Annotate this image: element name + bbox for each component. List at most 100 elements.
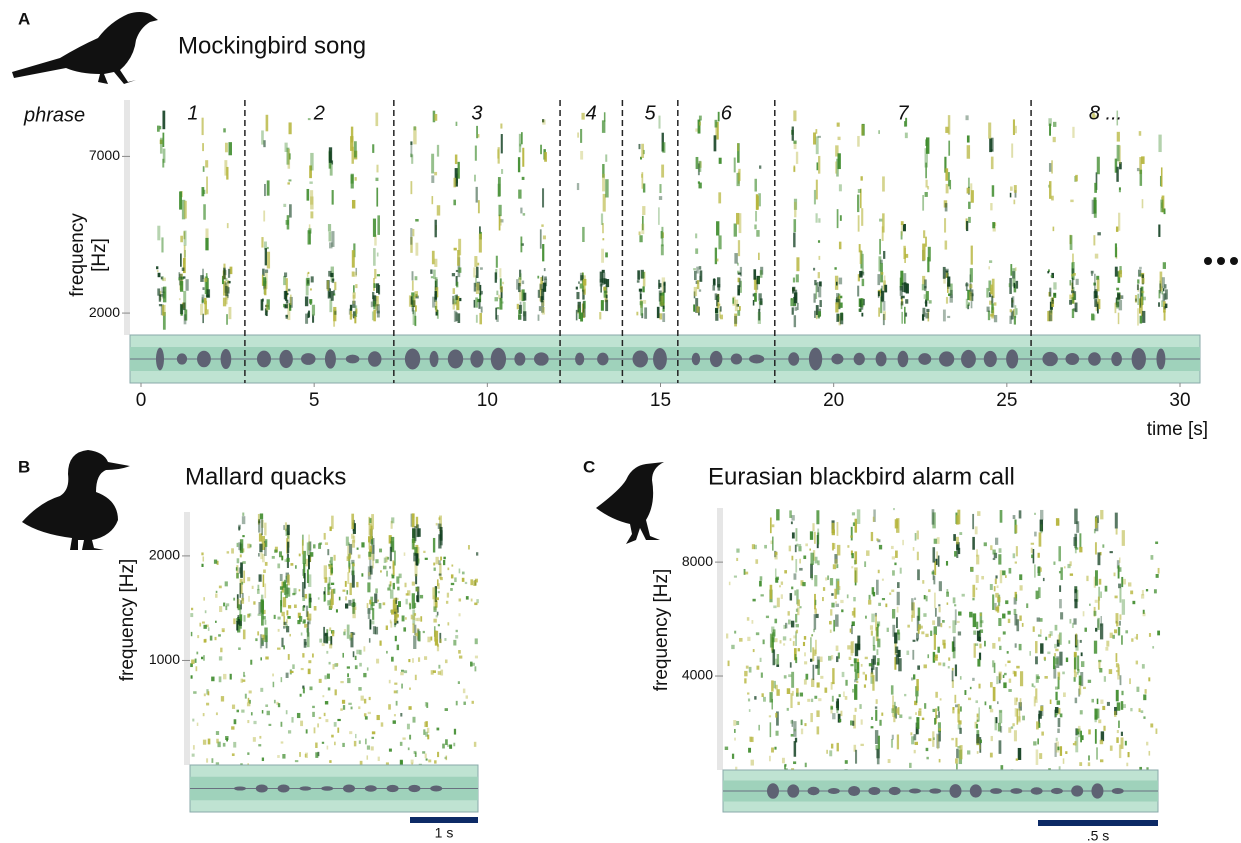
spectrogram-texture (902, 540, 904, 545)
spectrogram-texture (162, 305, 164, 316)
spectrogram-texture (274, 615, 276, 619)
spectrogram-texture (734, 158, 736, 173)
spectrogram-texture (1075, 698, 1077, 704)
spectrogram-texture (279, 551, 282, 557)
spectrogram-texture (1053, 137, 1056, 142)
spectrogram-texture (307, 280, 309, 284)
spectrogram-texture (878, 570, 880, 573)
spectrogram-texture (412, 528, 415, 538)
spectrogram-texture (1116, 737, 1118, 743)
spectrogram-texture (1070, 200, 1073, 203)
spectrogram-texture (928, 589, 930, 592)
spectrogram-texture (345, 596, 347, 600)
spectrogram-texture (756, 666, 759, 670)
spectrogram-texture (241, 598, 244, 604)
spectrogram-texture (1140, 170, 1143, 186)
spectrogram-texture (788, 620, 791, 625)
spectrogram-texture (437, 612, 439, 616)
spectrogram-texture (354, 606, 356, 609)
spectrogram-texture (281, 741, 284, 743)
spectrogram-texture (427, 728, 429, 733)
spectrogram-texture (425, 754, 427, 759)
waveform (939, 351, 954, 366)
spectrogram-texture (350, 305, 352, 311)
spectrogram-texture (787, 688, 790, 694)
spectrogram-texture (754, 293, 757, 302)
spectrogram-texture (992, 643, 995, 649)
spectrogram-texture (376, 188, 378, 207)
spectrogram-texture (998, 618, 1001, 626)
spectrogram-texture (661, 165, 664, 178)
spectrogram-texture (263, 616, 266, 619)
spectrogram-texture (200, 304, 203, 315)
spectrogram-texture (820, 657, 823, 662)
spectrogram-texture (934, 561, 936, 575)
spectrogram-texture (790, 638, 792, 641)
spectrogram-texture (1089, 604, 1091, 606)
spectrogram-texture (659, 184, 661, 193)
spectrogram-texture (894, 563, 896, 566)
spectrogram-texture (792, 287, 794, 293)
spectrogram-texture (870, 672, 873, 677)
spectrogram-texture (1095, 715, 1097, 722)
waveform (321, 786, 333, 791)
spectrogram-texture (836, 293, 839, 302)
spectrogram-texture (1058, 634, 1060, 642)
spectrogram-texture (370, 566, 373, 575)
spectrogram-texture (352, 563, 354, 566)
spectrogram-texture (659, 196, 662, 200)
spectrogram-texture (262, 758, 264, 762)
spectrogram-texture (308, 228, 311, 233)
spectrogram-texture (205, 238, 208, 250)
spectrogram-texture (308, 574, 311, 587)
spectrogram-texture (287, 575, 290, 586)
spectrogram-texture (915, 533, 917, 541)
spectrogram-texture (791, 621, 794, 628)
spectrogram-texture (234, 719, 237, 724)
spectrogram-texture (446, 601, 448, 604)
spectrogram-texture (1080, 640, 1082, 643)
spectrogram-texture (307, 632, 310, 647)
spectrogram-texture (1043, 578, 1045, 581)
spectrogram-texture (200, 275, 203, 282)
spectrogram-texture (400, 742, 403, 746)
spectrogram-texture (466, 695, 468, 698)
spectrogram-texture (228, 287, 230, 293)
spectrogram-texture (393, 583, 395, 589)
spectrogram-texture (1141, 594, 1144, 598)
spectrogram-texture (1100, 740, 1103, 744)
spectrogram-texture (747, 637, 750, 641)
spectrogram-texture (881, 272, 884, 275)
spectrogram-texture (538, 315, 540, 321)
spectrogram-texture (979, 644, 981, 649)
spectrogram-texture (517, 304, 519, 309)
spectrogram-texture (1022, 623, 1024, 627)
spectrogram-texture (329, 644, 332, 649)
spectrogram-texture (184, 231, 187, 246)
spectrogram-texture (1022, 716, 1025, 721)
spectrogram-texture (883, 314, 885, 325)
spectrogram-texture (1104, 676, 1106, 682)
spectrogram-texture (1012, 271, 1015, 278)
spectrogram-texture (317, 723, 319, 727)
spectrogram-texture (870, 625, 873, 630)
spectrogram-texture (456, 122, 458, 126)
spectrogram-texture (894, 632, 897, 643)
spectrogram-texture (1137, 284, 1139, 290)
waveform (491, 348, 506, 371)
spectrogram-texture (265, 562, 268, 566)
spectrogram-texture (227, 551, 230, 553)
spectrogram-texture (829, 750, 832, 756)
spectrogram-texture (943, 267, 946, 279)
spectrogram-texture (1074, 741, 1076, 745)
spectrogram-texture (204, 278, 207, 282)
spectrogram-texture (1161, 300, 1163, 307)
spectrogram-texture (814, 190, 816, 205)
spectrogram-texture (304, 624, 307, 628)
spectrogram-texture (416, 595, 418, 601)
waveform (430, 351, 439, 367)
spectrogram-texture (372, 144, 374, 153)
spectrogram-texture (818, 311, 821, 316)
waveform (1051, 788, 1063, 794)
spectrogram-texture (715, 248, 717, 265)
